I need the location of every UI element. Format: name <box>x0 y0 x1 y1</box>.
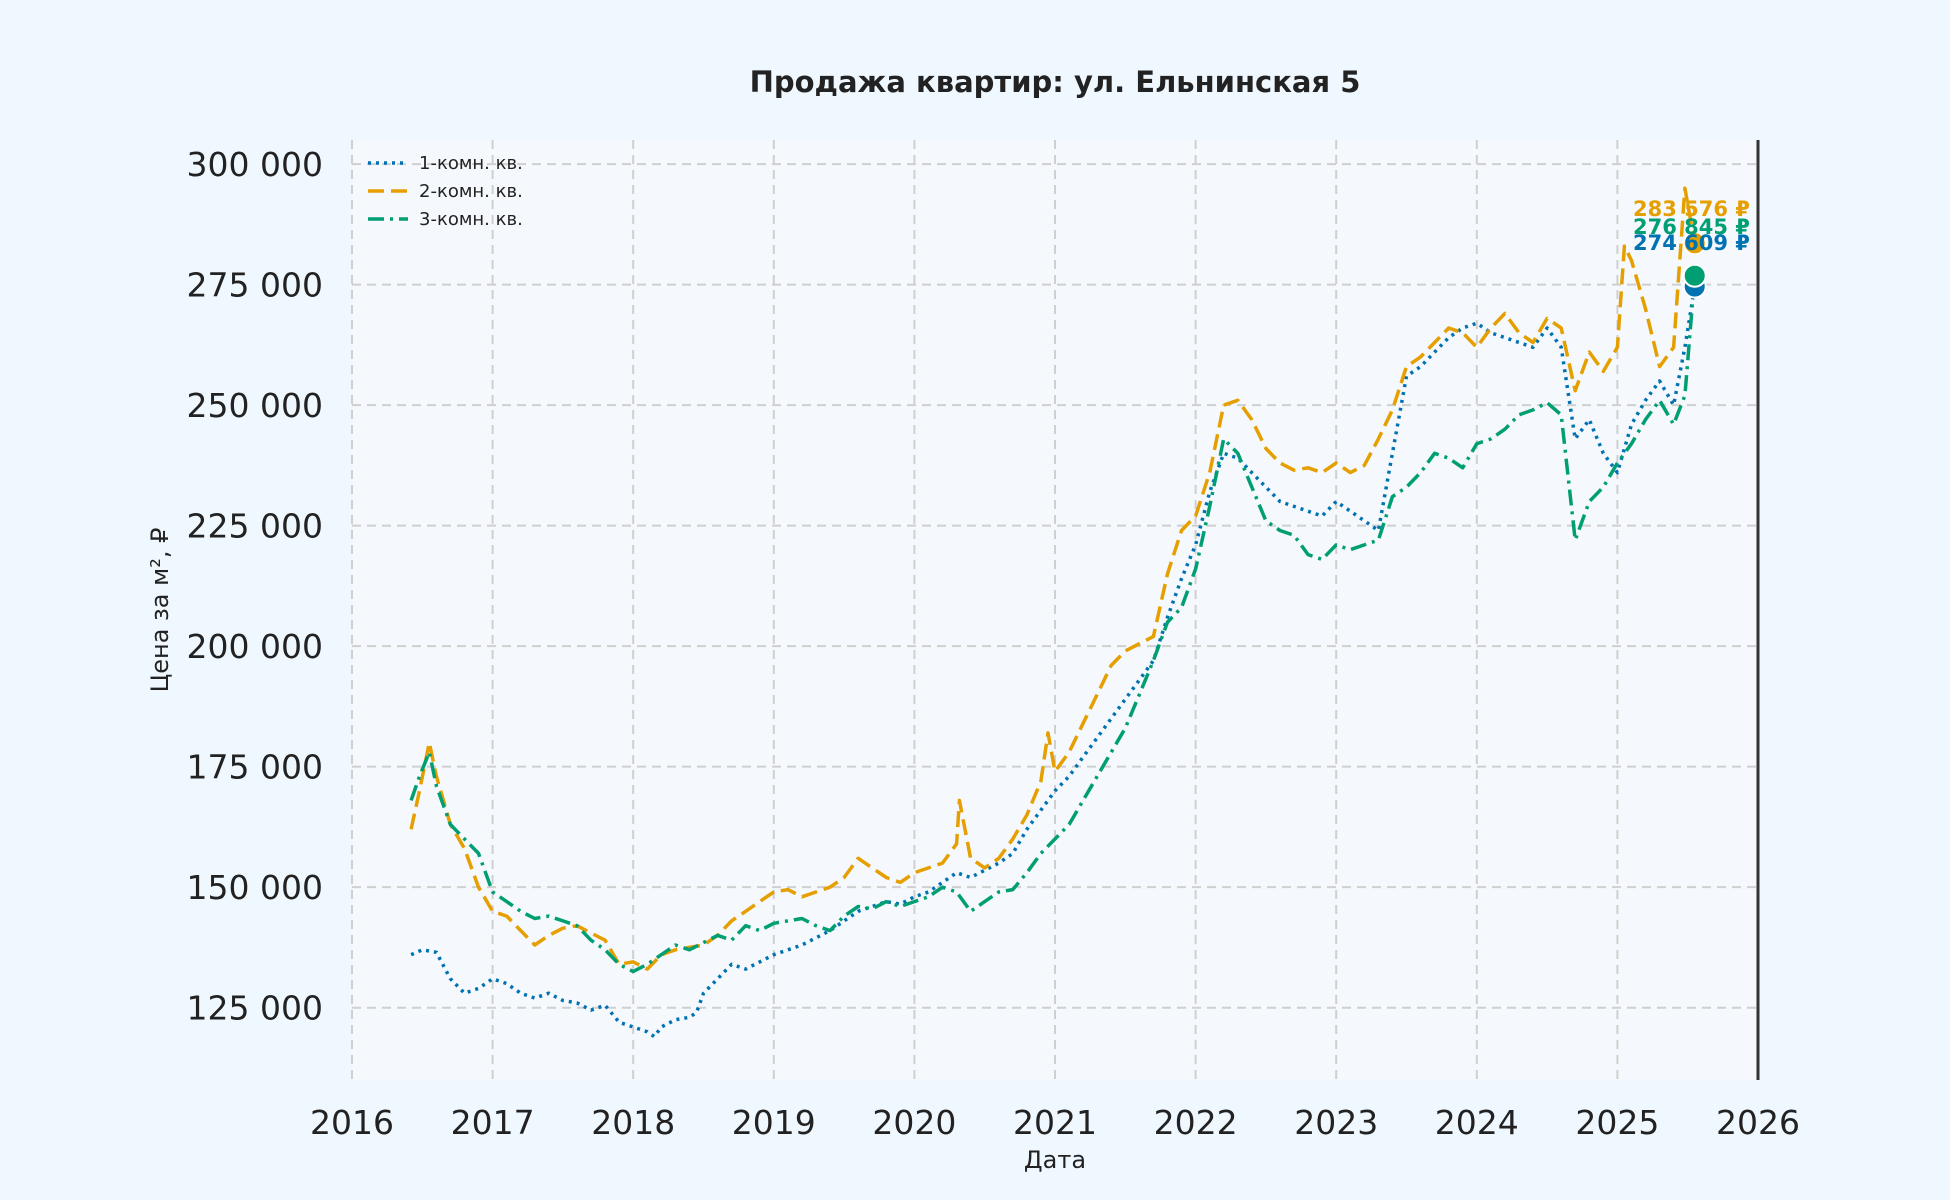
legend-label-3: 3-комн. кв. <box>419 209 523 230</box>
y-tick-label: 125 000 <box>187 989 323 1028</box>
y-axis-label: Цена за м², ₽ <box>146 528 174 693</box>
series-end-label-1: 274 609 ₽ <box>1633 231 1750 255</box>
x-axis-label: Дата <box>1024 1146 1086 1174</box>
y-tick-label: 150 000 <box>187 868 323 907</box>
legend-label-2: 2-комн. кв. <box>419 181 523 202</box>
legend-label-1: 1-комн. кв. <box>419 153 523 174</box>
series-end-label-2: 283 576 ₽ <box>1633 197 1750 221</box>
x-tick-label: 2023 <box>1294 1103 1378 1142</box>
x-tick-label: 2019 <box>732 1103 816 1142</box>
y-tick-label: 200 000 <box>187 627 323 666</box>
series-end-label-3: 276 845 ₽ <box>1633 215 1750 239</box>
legend: 1-комн. кв. 2-комн. кв. 3-комн. кв. <box>368 153 523 230</box>
x-tick-label: 2017 <box>451 1103 535 1142</box>
y-tick-label: 300 000 <box>187 145 323 184</box>
x-tick-label: 2026 <box>1716 1103 1800 1142</box>
x-tick-label: 2018 <box>591 1103 675 1142</box>
x-tick-label: 2016 <box>310 1103 394 1142</box>
series-line-3 <box>409 275 1697 974</box>
chart-title: Продажа квартир: ул. Ельнинская 5 <box>750 65 1361 99</box>
x-tick-label: 2022 <box>1154 1103 1238 1142</box>
series-end-point-2 <box>1682 231 1707 256</box>
y-tick-label: 225 000 <box>187 507 323 546</box>
x-tick-label: 2024 <box>1435 1103 1519 1142</box>
series-line-1 <box>410 286 1697 1039</box>
y-tick-label: 175 000 <box>187 748 323 787</box>
y-tick-label: 250 000 <box>187 386 323 425</box>
series-end-point-3 <box>1682 263 1707 288</box>
x-tick-label: 2025 <box>1575 1103 1659 1142</box>
y-tick-label: 275 000 <box>187 266 323 305</box>
x-tick-label: 2020 <box>872 1103 956 1142</box>
series-line-2 <box>409 186 1697 971</box>
x-tick-label: 2021 <box>1013 1103 1097 1142</box>
